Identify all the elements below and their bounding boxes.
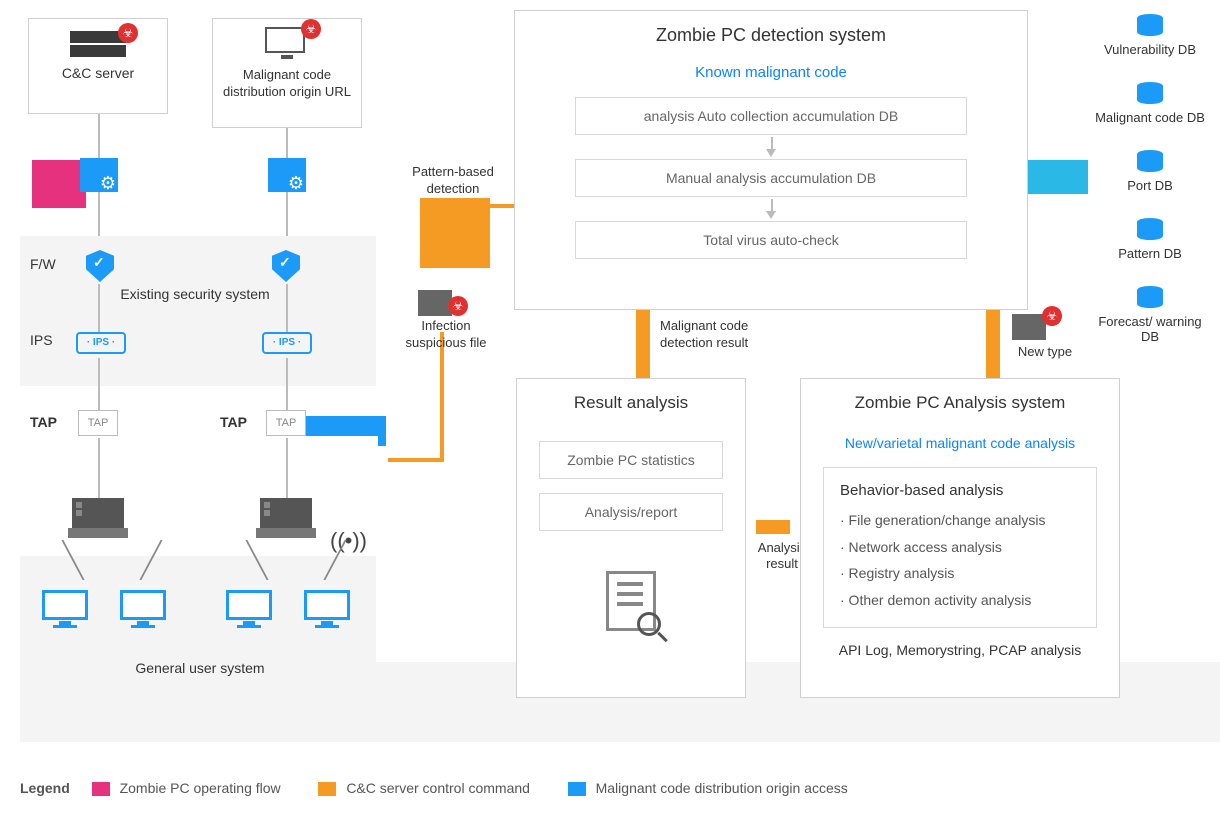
- tap-label: TAP: [30, 414, 57, 430]
- cc-label: C&C server: [29, 65, 167, 81]
- infection-label: Infection suspicious file: [396, 318, 496, 352]
- file-icon: [418, 290, 452, 316]
- tap-box: TAP: [266, 410, 306, 436]
- result-analysis-box: Result analysis Zombie PC statistics Ana…: [516, 378, 746, 698]
- biohazard-icon: [118, 23, 138, 43]
- connector: [286, 284, 288, 332]
- general-user-box: [20, 556, 376, 742]
- b1: · File generation/change analysis: [840, 507, 1080, 534]
- new-type-label: New type: [1010, 344, 1080, 359]
- new-varietal: New/varietal malignant code analysis: [801, 435, 1119, 451]
- existing-label: Existing security system: [120, 286, 270, 302]
- orange-flow: [756, 520, 790, 534]
- arrow-down-icon: [766, 149, 776, 157]
- monitor-icon: [120, 590, 166, 628]
- ips-icon: · IPS ·: [76, 332, 126, 354]
- legend-l3: Malignant code distribution origin acces…: [596, 780, 848, 796]
- node-cc-server: C&C server: [28, 18, 168, 114]
- db-label: Malignant code DB: [1090, 110, 1210, 125]
- tap-label: TAP: [220, 414, 247, 430]
- legend-pink: [92, 782, 110, 796]
- legend-blue: [568, 782, 586, 796]
- legend-orange: [318, 782, 336, 796]
- step2: Manual analysis accumulation DB: [575, 159, 967, 197]
- legend-l2: C&C server control command: [346, 780, 530, 796]
- analysis-title: Zombie PC Analysis system: [801, 393, 1119, 413]
- mal-url-label: Malignant code distribution origin URL: [213, 67, 361, 101]
- orange-flow: [388, 458, 444, 462]
- result-title: Result analysis: [517, 393, 745, 413]
- detection-system-box: Zombie PC detection system Known maligna…: [514, 10, 1028, 310]
- known-label: Known malignant code: [515, 64, 1027, 81]
- pattern-label: Pattern-based detection: [398, 164, 508, 198]
- gear-icon: [80, 158, 118, 192]
- db-pattern: Pattern DB: [1090, 218, 1210, 261]
- existing-security-box: F/W IPS Existing security system · IPS ·…: [20, 236, 376, 386]
- connector: [98, 438, 100, 498]
- api-log: API Log, Memorystring, PCAP analysis: [801, 642, 1119, 658]
- fw-label: F/W: [30, 256, 56, 272]
- analysis-system-box: Zombie PC Analysis system New/varietal m…: [800, 378, 1120, 698]
- shield-icon: [86, 250, 114, 282]
- shield-icon: [272, 250, 300, 282]
- legend-title: Legend: [20, 780, 70, 796]
- step1: analysis Auto collection accumulation DB: [575, 97, 967, 135]
- detection-title: Zombie PC detection system: [515, 25, 1027, 46]
- blue-flow: [378, 416, 386, 446]
- db-label: Vulnerability DB: [1090, 42, 1210, 57]
- step3: Total virus auto-check: [575, 221, 967, 259]
- b3: · Registry analysis: [840, 560, 1080, 587]
- ips-label: IPS: [30, 332, 53, 348]
- behavior-title: Behavior-based analysis: [840, 482, 1080, 499]
- connector: [98, 284, 100, 332]
- connector: [98, 114, 100, 158]
- cyan-flow: [1028, 160, 1088, 194]
- db-malcode: Malignant code DB: [1090, 82, 1210, 125]
- orange-block: [420, 198, 490, 268]
- monitor-icon: [226, 590, 272, 628]
- biohazard-icon: [1042, 306, 1062, 326]
- server-icon: [260, 498, 316, 538]
- legend: Legend Zombie PC operating flow C&C serv…: [20, 780, 848, 796]
- orange-flow: [986, 310, 1000, 378]
- connector: [286, 358, 288, 414]
- node-mal-url: Malignant code distribution origin URL: [212, 18, 362, 128]
- db-label: Forecast/ warning DB: [1090, 314, 1210, 344]
- magnifier-icon: [637, 612, 661, 636]
- legend-l1: Zombie PC operating flow: [120, 780, 281, 796]
- b2: · Network access analysis: [840, 534, 1080, 561]
- connector: [98, 358, 100, 414]
- stat-pill: Zombie PC statistics: [539, 441, 723, 479]
- db-label: Port DB: [1090, 178, 1210, 193]
- biohazard-icon: [448, 296, 468, 316]
- tap-box: TAP: [78, 410, 118, 436]
- connector: [286, 128, 288, 158]
- server-icon: [72, 498, 128, 538]
- mal-result-label: Malignant code detection result: [660, 318, 790, 352]
- biohazard-icon: [301, 19, 321, 39]
- db-vuln: Vulnerability DB: [1090, 14, 1210, 57]
- monitor-icon: [304, 590, 350, 628]
- arrow-down-icon: [766, 211, 776, 219]
- gear-icon: [268, 158, 306, 192]
- blue-flow: [306, 416, 386, 436]
- connector: [286, 438, 288, 498]
- orange-flow: [636, 310, 650, 378]
- b4: · Other demon activity analysis: [840, 587, 1080, 614]
- db-port: Port DB: [1090, 150, 1210, 193]
- ips-icon: · IPS ·: [262, 332, 312, 354]
- general-label: General user system: [120, 660, 280, 676]
- pink-flow: [32, 160, 86, 208]
- monitor-icon: [42, 590, 88, 628]
- file-icon: [1012, 314, 1046, 340]
- connector: [98, 192, 100, 242]
- connector: [286, 192, 288, 242]
- document-icon: [606, 571, 656, 631]
- db-forecast: Forecast/ warning DB: [1090, 286, 1210, 344]
- report-pill: Analysis/report: [539, 493, 723, 531]
- db-label: Pattern DB: [1090, 246, 1210, 261]
